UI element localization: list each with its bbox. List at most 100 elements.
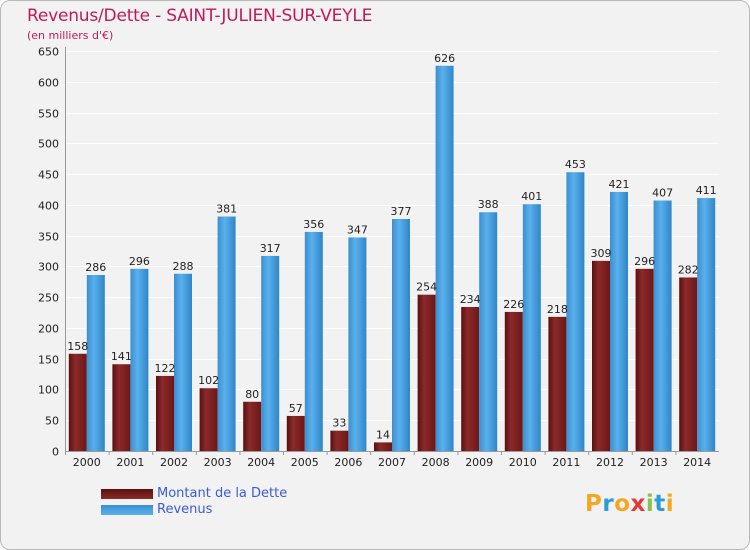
y-tick-label: 300 xyxy=(38,261,59,274)
bar-revenus xyxy=(261,255,280,451)
y-tick-label: 500 xyxy=(38,138,59,151)
value-label-revenus: 288 xyxy=(173,260,194,273)
y-tick-label: 350 xyxy=(38,231,59,244)
x-tick-label: 2012 xyxy=(596,456,624,469)
value-label-dette: 122 xyxy=(155,362,176,375)
bar-dette xyxy=(592,260,610,451)
x-tick-label: 2013 xyxy=(640,456,668,469)
value-label-dette: 158 xyxy=(67,340,88,353)
bar-dette xyxy=(243,401,262,451)
y-tick-label: 550 xyxy=(38,108,59,121)
y-tick-label: 450 xyxy=(38,169,59,182)
x-tick-label: 2004 xyxy=(247,456,275,469)
bars xyxy=(68,65,716,452)
y-tick-label: 50 xyxy=(45,415,59,428)
proxiti-logo: Proxiti xyxy=(585,491,674,517)
x-tick-label: 2011 xyxy=(552,456,580,469)
bar-revenus xyxy=(174,273,192,451)
value-label-revenus: 401 xyxy=(521,190,542,203)
x-tick-label: 2009 xyxy=(465,456,493,469)
bar-revenus xyxy=(479,212,498,451)
y-tick-label: 250 xyxy=(38,292,59,305)
x-tick-label: 2008 xyxy=(422,456,450,469)
bar-revenus xyxy=(610,191,628,451)
value-label-revenus: 411 xyxy=(696,184,717,197)
value-label-revenus: 377 xyxy=(391,205,412,218)
value-label-dette: 254 xyxy=(416,281,437,294)
value-label-dette: 234 xyxy=(460,293,481,306)
y-tick-label: 650 xyxy=(38,46,59,59)
chart-title: Revenus/Dette - SAINT-JULIEN-SUR-VEYLE xyxy=(27,6,373,26)
value-label-revenus: 381 xyxy=(216,203,237,216)
value-label-revenus: 286 xyxy=(85,261,106,274)
bar-revenus xyxy=(217,216,236,451)
x-tick-label: 2002 xyxy=(160,456,188,469)
bar-dette xyxy=(374,442,392,451)
logo-letter: i xyxy=(645,491,655,517)
value-label-dette: 141 xyxy=(111,350,132,363)
bar-dette xyxy=(156,375,174,451)
logo-letter: r xyxy=(602,491,615,517)
value-label-dette: 80 xyxy=(245,388,259,401)
bar-revenus xyxy=(348,237,367,451)
legend-label-revenus: Revenus xyxy=(157,502,213,517)
x-tick-label: 2000 xyxy=(73,456,101,469)
y-tick-label: 0 xyxy=(52,446,59,459)
bar-revenus xyxy=(435,65,454,452)
logo-letter: o xyxy=(614,491,631,517)
bar-revenus xyxy=(566,172,585,451)
value-label-revenus: 421 xyxy=(609,178,630,191)
bar-revenus xyxy=(304,231,323,451)
x-tick-label: 2014 xyxy=(683,456,711,469)
value-label-revenus: 356 xyxy=(303,218,324,231)
x-tick-label: 2001 xyxy=(116,456,144,469)
bar-dette xyxy=(548,316,567,451)
bar-revenus xyxy=(697,198,716,451)
y-tick-label: 200 xyxy=(38,323,59,336)
value-label-revenus: 317 xyxy=(260,242,281,255)
bar-revenus xyxy=(392,219,410,451)
y-tick-label: 150 xyxy=(38,354,59,367)
chart-unit-label: (en milliers d'€) xyxy=(27,29,114,42)
bar-revenus xyxy=(522,204,541,451)
value-label-revenus: 347 xyxy=(347,223,368,236)
value-label-revenus: 453 xyxy=(565,158,586,171)
x-tick-label: 2010 xyxy=(509,456,537,469)
value-label-dette: 14 xyxy=(376,428,390,441)
x-tick-label: 2006 xyxy=(334,456,362,469)
legend-swatch-dette xyxy=(101,489,153,499)
value-labels: 158 286 141 296 122 288 102 381 80 317 57 356 33 347 1… xyxy=(67,52,716,442)
bar-revenus xyxy=(653,200,672,451)
value-label-dette: 282 xyxy=(678,263,699,276)
logo-letter: P xyxy=(585,491,603,517)
x-axis-ticks: 2000 2001 2002 2003 2004 2005 2006 2007 2008 2009… xyxy=(65,451,711,469)
bar-dette xyxy=(417,294,436,451)
logo-letter: i xyxy=(665,491,675,517)
value-label-revenus: 626 xyxy=(434,52,455,65)
bar-dette xyxy=(199,388,218,451)
value-label-dette: 226 xyxy=(503,298,524,311)
bar-dette xyxy=(68,353,87,451)
value-label-dette: 57 xyxy=(289,402,303,415)
y-tick-label: 100 xyxy=(38,384,59,397)
legend-label-dette: Montant de la Dette xyxy=(157,486,288,501)
value-label-revenus: 388 xyxy=(478,198,499,211)
bar-revenus xyxy=(86,275,105,451)
legend-swatch-revenus xyxy=(101,505,153,515)
logo-letter: t xyxy=(654,491,666,517)
value-label-revenus: 296 xyxy=(129,255,150,268)
y-tick-label: 600 xyxy=(38,77,59,90)
value-label-dette: 296 xyxy=(634,255,655,268)
bar-dette xyxy=(679,277,698,451)
bar-dette xyxy=(330,430,349,451)
y-axis-ticks: 0 50 100 150 200 250 300 350 400 450 500 550 600 650 xyxy=(38,46,59,459)
x-tick-label: 2005 xyxy=(291,456,319,469)
value-label-dette: 102 xyxy=(198,374,219,387)
x-tick-label: 2007 xyxy=(378,456,406,469)
bar-dette xyxy=(504,311,523,451)
value-label-revenus: 407 xyxy=(652,187,673,200)
logo-letter: x xyxy=(630,491,646,517)
bar-dette xyxy=(635,268,654,451)
